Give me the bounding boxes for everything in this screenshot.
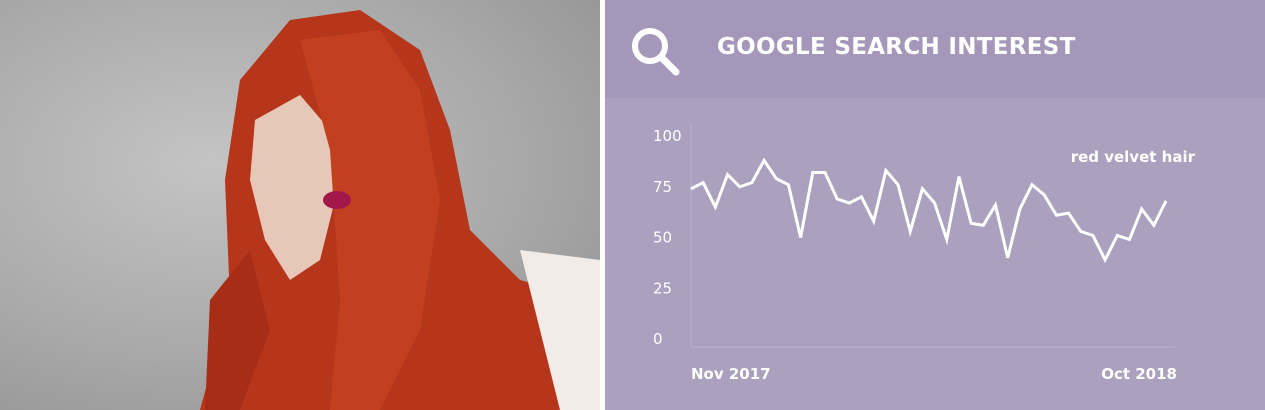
data-point: [861, 196, 863, 198]
data-point: [909, 230, 911, 232]
data-point: [982, 224, 984, 226]
data-point: [824, 172, 826, 174]
data-point: [885, 170, 887, 172]
data-point: [1153, 224, 1155, 226]
data-point: [739, 186, 741, 188]
data-point: [690, 188, 692, 190]
x-start-label: Nov 2017: [691, 365, 771, 383]
data-point: [1165, 200, 1167, 202]
data-point: [836, 198, 838, 200]
data-point: [1092, 234, 1094, 236]
data-point: [1043, 194, 1045, 196]
search-interest-panel: GOOGLE SEARCH INTEREST 0 25 50 75 100 Nov 20…: [605, 0, 1265, 410]
woman-red-hair-image: [200, 10, 600, 410]
data-point: [1019, 208, 1021, 210]
x-end-label: Oct 2018: [1101, 365, 1177, 383]
data-point: [1007, 257, 1009, 259]
data-point: [934, 202, 936, 204]
panel-title: GOOGLE SEARCH INTEREST: [717, 34, 1076, 60]
line-chart: 0 25 50 75 100 Nov 2017 Oct 2018 red velvet …: [653, 124, 1196, 383]
data-point: [1104, 259, 1106, 261]
data-point: [800, 237, 802, 238]
data-point: [812, 172, 814, 174]
data-point: [763, 159, 765, 161]
data-point: [727, 174, 729, 176]
y-tick-label: 75: [653, 178, 672, 196]
data-point: [1068, 212, 1070, 214]
data-point: [994, 204, 996, 206]
data-point: [702, 182, 704, 184]
data-point: [921, 188, 923, 190]
data-point: [1080, 230, 1082, 232]
data-point: [1116, 234, 1118, 236]
hero-photo: [0, 0, 600, 410]
data-point: [897, 184, 899, 186]
data-point: [970, 222, 972, 224]
data-point: [1128, 239, 1130, 241]
y-tick-label: 25: [653, 279, 672, 297]
data-point: [1141, 208, 1143, 210]
data-point: [873, 220, 875, 222]
data-point: [751, 182, 753, 184]
series-label: red velvet hair: [1071, 148, 1196, 166]
y-tick-label: 0: [653, 330, 663, 348]
data-point: [787, 184, 789, 186]
data-point: [848, 202, 850, 204]
search-icon: [632, 28, 680, 76]
data-point: [775, 178, 777, 180]
data-point: [1055, 214, 1057, 216]
y-tick-label: 100: [653, 127, 682, 145]
y-tick-label: 50: [653, 229, 672, 247]
data-point: [1031, 184, 1033, 186]
data-point: [958, 176, 960, 178]
data-point: [946, 239, 948, 241]
series-line-red-velvet-hair: [690, 157, 1168, 264]
panel-header: GOOGLE SEARCH INTEREST: [605, 0, 1265, 98]
data-point: [714, 206, 716, 208]
